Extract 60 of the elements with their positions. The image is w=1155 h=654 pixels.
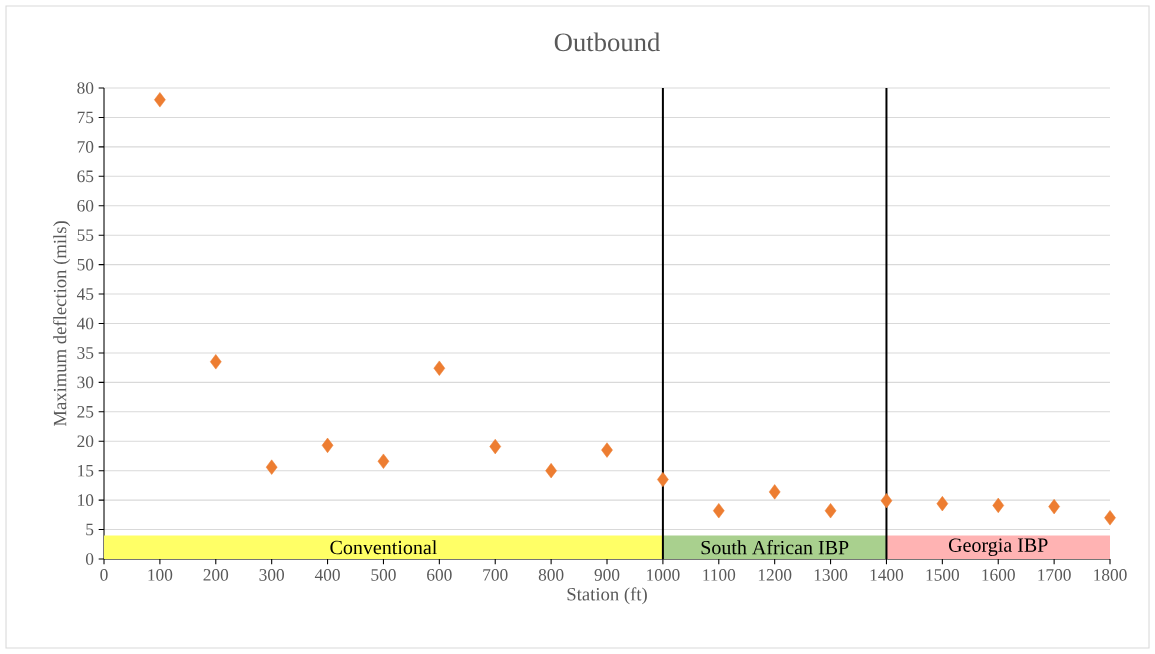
x-tick-label: 700 — [483, 569, 508, 581]
x-tick-label: 400 — [314, 569, 340, 581]
point — [1048, 499, 1060, 515]
y-tick-label: 30 — [77, 376, 94, 389]
y-tick-label: 5 — [86, 523, 94, 536]
x-tick-label: 0 — [100, 569, 108, 581]
y-tick-label: 25 — [77, 405, 94, 418]
band-label: Georgia IBP — [948, 538, 1048, 556]
point — [433, 360, 446, 376]
y-axis-title: Maximum deflection (mils) — [53, 221, 71, 427]
x-tick-label: 1300 — [814, 569, 848, 581]
point — [601, 442, 613, 458]
x-tick-label: 1500 — [926, 569, 960, 581]
x-tick-label: 1100 — [703, 569, 736, 581]
band-label: Conventional — [330, 540, 437, 555]
y-tick-label: 10 — [78, 494, 94, 506]
point — [321, 437, 334, 453]
point — [936, 496, 949, 512]
chart-title: Outbound — [554, 32, 661, 52]
point — [265, 459, 278, 475]
x-tick-label: 100 — [148, 569, 173, 581]
point — [657, 471, 669, 488]
point — [768, 484, 781, 500]
x-tick-label: 1400 — [870, 569, 904, 581]
y-tick-label: 15 — [78, 464, 94, 477]
x-tick-label: 600 — [427, 569, 452, 581]
point — [545, 463, 557, 479]
band-label: South African IBP — [701, 540, 849, 555]
point — [992, 497, 1004, 514]
x-tick-label: 1800 — [1094, 569, 1127, 581]
point — [377, 453, 390, 469]
y-tick-label: 40 — [76, 317, 94, 330]
y-tick-label: 55 — [77, 229, 94, 241]
y-tick-label: 65 — [77, 170, 94, 183]
point — [713, 503, 725, 519]
y-tick-label: 70 — [77, 141, 94, 153]
point — [824, 503, 837, 519]
x-tick-label: 1600 — [982, 569, 1015, 581]
x-tick-label: 200 — [203, 569, 229, 581]
x-tick-label: 800 — [538, 569, 564, 581]
y-tick-label: 0 — [85, 553, 94, 565]
point — [154, 92, 166, 108]
x-tick-label: 500 — [371, 569, 396, 581]
x-tick-label: 1000 — [647, 569, 680, 581]
x-tick-label: 900 — [594, 569, 620, 581]
x-tick-label: 1700 — [1038, 569, 1071, 581]
y-tick-label: 75 — [77, 111, 94, 124]
x-axis-title: Station (ft) — [567, 587, 647, 605]
x-tick-label: 1200 — [758, 569, 792, 581]
point — [880, 493, 893, 509]
y-tick-label: 45 — [76, 288, 94, 300]
y-tick-label: 80 — [77, 82, 94, 94]
y-tick-label: 35 — [77, 347, 94, 359]
y-tick-label: 50 — [77, 258, 94, 271]
y-tick-label: 20 — [77, 435, 94, 448]
point — [210, 354, 222, 370]
y-tick-label: 60 — [77, 199, 94, 212]
point — [1104, 510, 1116, 526]
point — [489, 438, 501, 455]
x-tick-label: 300 — [259, 569, 285, 581]
